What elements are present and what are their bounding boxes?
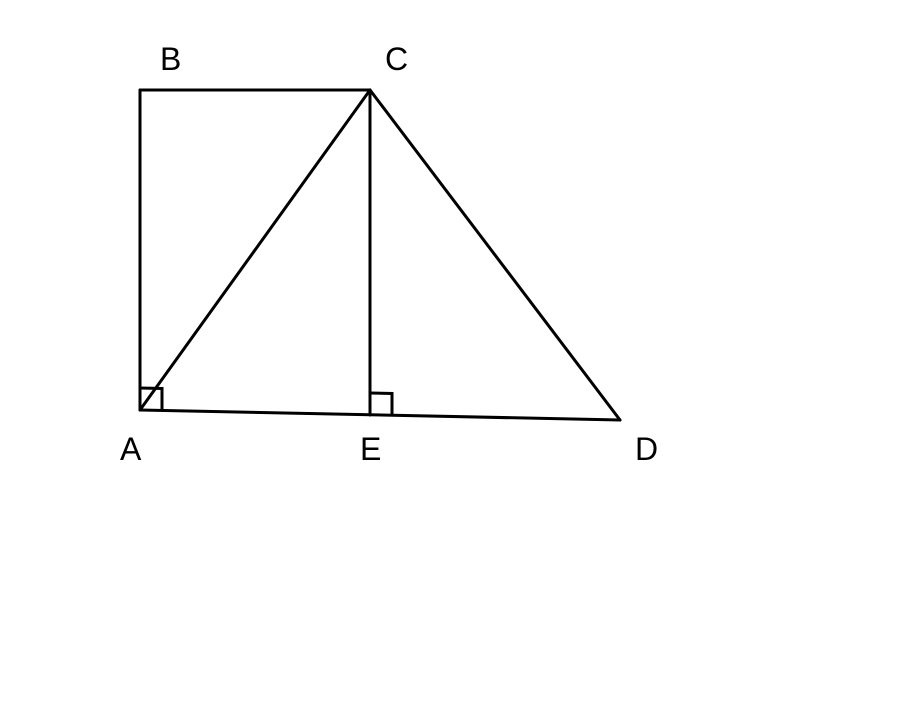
segment-AC: [140, 90, 370, 410]
label-B: B: [160, 41, 181, 77]
geometry-diagram: A B C D E: [0, 0, 924, 724]
label-C: C: [385, 41, 408, 77]
segment-AD: [140, 410, 620, 420]
label-D: D: [635, 431, 658, 467]
label-E: E: [360, 431, 381, 467]
label-A: A: [120, 431, 142, 467]
segment-CD: [370, 90, 620, 420]
right-angle-marker-E: [370, 393, 392, 415]
